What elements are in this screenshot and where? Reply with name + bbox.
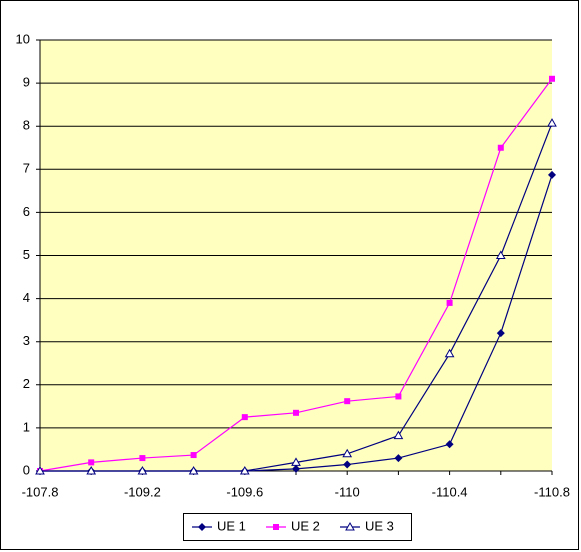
data-point xyxy=(292,464,300,473)
data-point xyxy=(293,409,299,416)
data-point xyxy=(497,144,504,151)
data-point xyxy=(239,465,250,475)
legend-label: UE 3 xyxy=(365,518,394,533)
data-point xyxy=(394,454,403,463)
data-point xyxy=(342,448,353,458)
legend-box xyxy=(183,513,412,541)
data-point xyxy=(241,414,248,421)
data-point xyxy=(88,459,95,466)
y-tick-label: 4 xyxy=(23,290,30,305)
y-tick-label: 7 xyxy=(23,161,30,176)
y-tick-label: 0 xyxy=(23,462,30,477)
x-tick-label: -109.6 xyxy=(226,484,263,499)
data-point xyxy=(291,457,301,466)
data-point xyxy=(548,170,556,179)
data-point xyxy=(496,329,505,338)
y-tick-label: 9 xyxy=(23,75,30,90)
x-tick-label: -110 xyxy=(335,484,360,499)
data-point xyxy=(139,455,146,462)
x-tick-label: -110.4 xyxy=(432,484,468,499)
legend-label: UE 1 xyxy=(217,518,246,533)
data-point xyxy=(190,452,197,459)
data-point xyxy=(393,430,404,440)
legend-label: UE 2 xyxy=(291,518,320,533)
y-tick-label: 6 xyxy=(23,204,30,219)
data-point xyxy=(188,465,199,475)
data-point xyxy=(343,460,352,469)
data-point xyxy=(444,348,455,358)
y-tick-label: 8 xyxy=(23,118,30,133)
y-tick-label: 1 xyxy=(23,419,30,434)
data-point xyxy=(446,299,453,306)
x-tick-label: -109.2 xyxy=(124,484,161,499)
legend-marker xyxy=(345,521,355,531)
legend-marker xyxy=(273,524,279,530)
y-tick-label: 5 xyxy=(23,247,30,262)
data-point xyxy=(35,465,45,475)
y-tick-label: 2 xyxy=(23,376,30,391)
data-point xyxy=(137,465,148,475)
y-tick-label: 10 xyxy=(16,31,30,46)
data-point xyxy=(445,440,454,449)
legend-marker xyxy=(198,523,206,531)
data-point xyxy=(86,465,97,475)
data-point xyxy=(395,393,402,400)
y-tick-label: 3 xyxy=(23,333,30,348)
data-point xyxy=(495,250,506,259)
x-tick-label: -107.8 xyxy=(22,484,59,499)
data-point xyxy=(549,75,555,82)
data-point xyxy=(547,118,557,127)
data-point xyxy=(344,398,351,405)
x-tick-label: -110.8 xyxy=(534,484,570,499)
